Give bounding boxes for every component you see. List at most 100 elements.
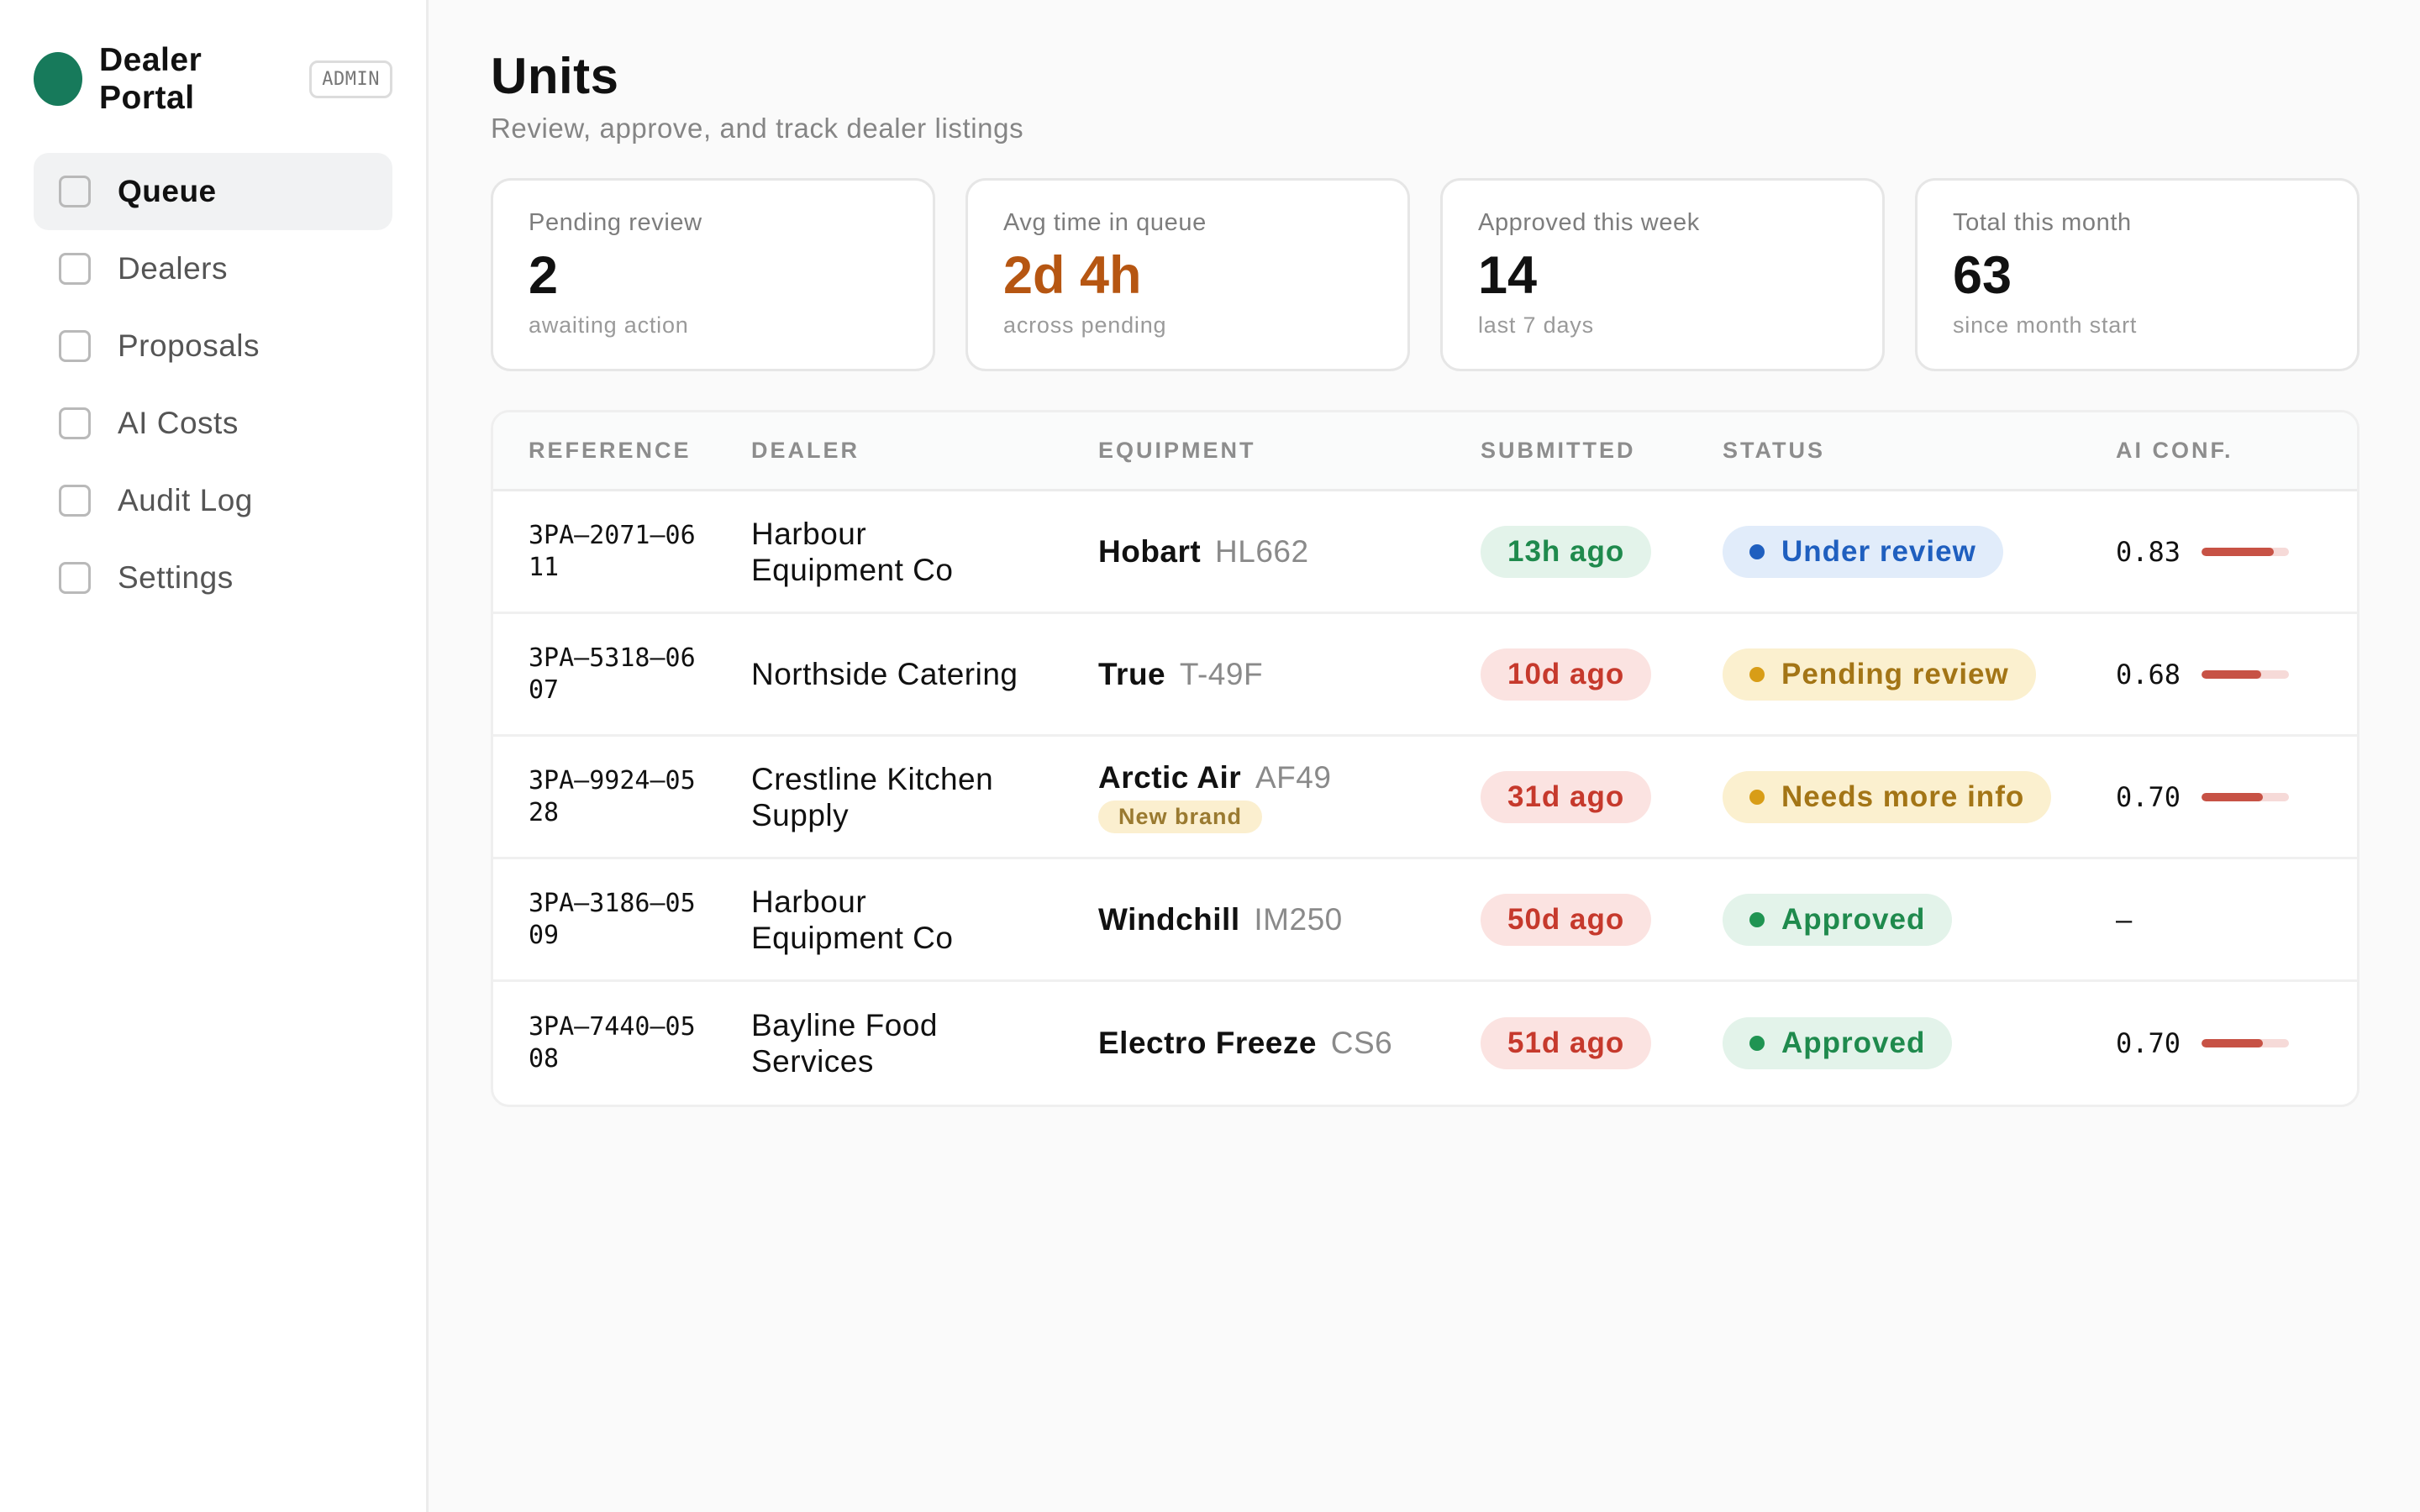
equipment-model: T-49F	[1179, 656, 1264, 691]
reference-cell[interactable]: 3PA–9924–0528	[529, 765, 696, 827]
units-table: REFERENCE DEALER EQUIPMENT SUBMITTED STA…	[491, 410, 2360, 1107]
status-badge: Under review	[1723, 525, 2003, 578]
ai-confidence: 0.70	[2116, 781, 2357, 813]
reference-cell[interactable]: 3PA–5318–0607	[529, 643, 696, 705]
sidebar-nav: Queue Dealers Proposals AI Costs Audit L…	[34, 153, 392, 617]
stats-row: Pending review 2 awaiting action Avg tim…	[491, 178, 2360, 371]
stat-card-approved-week: Approved this week 14 last 7 days	[1440, 178, 1885, 371]
table-row[interactable]: 3PA–9924–0528 Crestline Kitchen Supply Arc…	[493, 737, 2357, 859]
equipment-model: AF49	[1255, 760, 1332, 795]
column-header-dealer[interactable]: DEALER	[751, 438, 860, 463]
equipment-cell: Hobart HL662	[1098, 534, 1481, 570]
page-title: Units	[491, 48, 619, 104]
equipment-brand: Windchill	[1098, 901, 1240, 937]
submitted-badge: 50d ago	[1481, 893, 1652, 946]
ai-confidence-bar	[2202, 547, 2289, 556]
sidebar-item-label: AI Costs	[118, 406, 239, 440]
table-header: REFERENCE DEALER EQUIPMENT SUBMITTED STA…	[493, 412, 2357, 491]
status-badge: Approved	[1723, 893, 1953, 946]
ai-confidence-fill	[2202, 669, 2261, 679]
submitted-badge: 13h ago	[1481, 525, 1652, 578]
ai-confidence-bar	[2202, 1039, 2289, 1047]
ai-confidence: 0.83	[2116, 536, 2357, 568]
ai-confidence-value: 0.68	[2116, 658, 2181, 690]
stat-card-total-month: Total this month 63 since month start	[1915, 178, 2360, 371]
column-header-equipment[interactable]: EQUIPMENT	[1098, 438, 1256, 463]
brand: Dealer Portal ADMIN	[34, 40, 392, 118]
dealer-cell: Northside Catering	[751, 657, 1018, 691]
stat-value: 2d 4h	[1003, 246, 1142, 305]
ai-confidence-bar	[2202, 669, 2289, 679]
sidebar-item-label: Settings	[118, 560, 234, 595]
equipment-model: HL662	[1215, 533, 1309, 569]
status-dot-icon	[1749, 543, 1765, 559]
table-row[interactable]: 3PA–3186–0509 Harbour Equipment Co Windchi…	[493, 859, 2357, 982]
table-row[interactable]: 3PA–5318–0607 Northside Catering True T-49…	[493, 614, 2357, 737]
equipment-model: IM250	[1254, 901, 1343, 937]
sidebar-item-settings[interactable]: Settings	[34, 539, 392, 617]
reference-cell[interactable]: 3PA–3186–0509	[529, 888, 696, 950]
reference-cell[interactable]: 3PA–7440–0508	[529, 1012, 696, 1074]
column-header-ai-conf[interactable]: AI CONF.	[2116, 438, 2233, 463]
status-label: Approved	[1781, 1026, 1926, 1059]
equipment-cell: Windchill IM250	[1098, 902, 1481, 937]
sidebar-item-dealers[interactable]: Dealers	[34, 230, 392, 307]
ai-confidence-bar	[2202, 792, 2289, 801]
status-label: Under review	[1781, 534, 1976, 568]
stat-value: 63	[1953, 246, 2012, 305]
brand-name: Dealer Portal	[99, 42, 203, 116]
status-badge: Approved	[1723, 1017, 1953, 1069]
sidebar-item-label: Audit Log	[118, 483, 253, 517]
dealers-icon	[59, 253, 91, 285]
ai-confidence-value: 0.70	[2116, 1027, 2181, 1059]
sidebar-item-label: Dealers	[118, 251, 228, 286]
equipment-cell: True T-49F	[1098, 657, 1481, 692]
ai-confidence: 0.70	[2116, 1027, 2357, 1059]
table-body: 3PA–2071–0611 Harbour Equipment Co Hobart …	[493, 491, 2357, 1105]
equipment-brand: Hobart	[1098, 533, 1202, 569]
stat-sub: last 7 days	[1478, 312, 1594, 338]
column-header-reference[interactable]: REFERENCE	[529, 438, 692, 463]
stat-label: Avg time in queue	[1003, 209, 1207, 236]
submitted-badge: 31d ago	[1481, 770, 1652, 823]
dealer-cell: Bayline Food Services	[751, 1008, 938, 1079]
page-subtitle: Review, approve, and track dealer listin…	[491, 113, 1024, 144]
stat-sub: across pending	[1003, 312, 1167, 338]
sidebar-item-label: Queue	[118, 174, 217, 208]
status-label: Approved	[1781, 902, 1926, 936]
sidebar-item-ai-costs[interactable]: AI Costs	[34, 385, 392, 462]
admin-badge: ADMIN	[309, 60, 392, 98]
stat-label: Approved this week	[1478, 209, 1700, 236]
equipment-model: CS6	[1330, 1026, 1393, 1060]
status-badge: Needs more info	[1723, 770, 2052, 823]
stat-card-pending: Pending review 2 awaiting action	[491, 178, 935, 371]
sidebar-item-queue[interactable]: Queue	[34, 153, 392, 230]
ai-costs-icon	[59, 407, 91, 439]
sidebar-item-proposals[interactable]: Proposals	[34, 307, 392, 385]
equipment-brand: Electro Freeze	[1098, 1026, 1317, 1060]
settings-icon	[59, 562, 91, 594]
dealer-cell: Harbour Equipment Co	[751, 516, 954, 587]
brand-logo	[34, 52, 82, 106]
column-header-status[interactable]: STATUS	[1723, 438, 1825, 463]
sidebar: Dealer Portal ADMIN Queue Dealers Propos…	[0, 0, 429, 1512]
stat-sub: since month start	[1953, 312, 2138, 338]
stat-card-avg-time: Avg time in queue 2d 4h across pending	[965, 178, 1410, 371]
ai-confidence-fill	[2202, 792, 2263, 801]
table-row[interactable]: 3PA–7440–0508 Bayline Food Services Electr…	[493, 982, 2357, 1105]
stat-value: 14	[1478, 246, 1538, 305]
equipment-cell: Arctic Air AF49 New brand	[1098, 760, 1481, 833]
column-header-submitted[interactable]: SUBMITTED	[1481, 438, 1636, 463]
ai-confidence-fill	[2202, 1039, 2263, 1047]
ai-confidence-value: 0.70	[2116, 780, 2181, 813]
reference-cell[interactable]: 3PA–2071–0611	[529, 520, 696, 582]
equipment-brand: Arctic Air	[1098, 760, 1242, 795]
sidebar-item-label: Proposals	[118, 328, 260, 363]
stat-label: Pending review	[529, 209, 702, 236]
stat-value: 2	[529, 246, 559, 305]
sidebar-item-audit-log[interactable]: Audit Log	[34, 462, 392, 539]
status-dot-icon	[1749, 1036, 1765, 1051]
table-row[interactable]: 3PA–2071–0611 Harbour Equipment Co Hobart …	[493, 491, 2357, 614]
proposals-icon	[59, 330, 91, 362]
